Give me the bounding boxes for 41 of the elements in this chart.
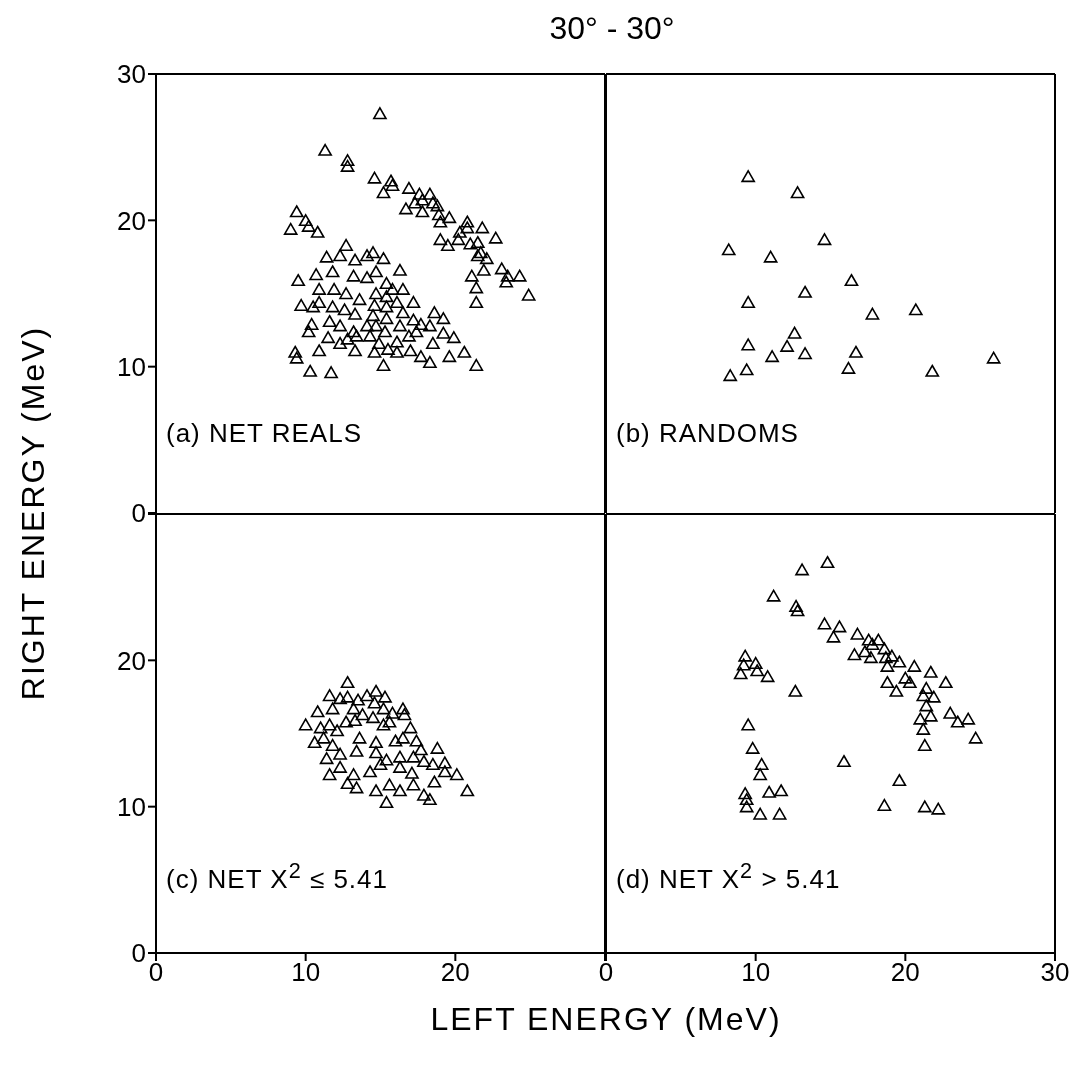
point <box>817 233 832 246</box>
point <box>986 351 1001 364</box>
y-tick-label: 30 <box>117 59 146 90</box>
x-tick-label: 0 <box>598 957 614 988</box>
chart-title: 30° - 30° <box>548 10 676 47</box>
annotation: (b) RANDOMS <box>616 418 799 449</box>
x-tick-label: 30 <box>1040 957 1070 988</box>
point <box>765 350 780 363</box>
point <box>790 186 805 199</box>
annotation: (c) NET X$^{2}$ ≤ 5.41 <box>166 858 389 895</box>
point <box>763 250 778 263</box>
point <box>841 361 856 374</box>
x-tick-label: 10 <box>741 957 771 988</box>
x-axis-title: LEFT ENERGY (MeV) <box>429 1001 783 1038</box>
x-tick-label: 20 <box>890 957 920 988</box>
point <box>787 326 802 339</box>
point <box>723 369 738 382</box>
point <box>721 243 736 256</box>
x-tick-label: 10 <box>291 957 321 988</box>
point <box>844 273 859 287</box>
y-tick-label: 20 <box>117 205 146 236</box>
point <box>798 347 812 360</box>
y-tick-label: 20 <box>117 645 146 676</box>
point <box>741 170 756 183</box>
x-tick-label: 20 <box>440 957 470 988</box>
y-tick-label: 0 <box>131 498 146 529</box>
y-tick-label: 10 <box>117 351 146 382</box>
point <box>798 285 812 298</box>
point <box>741 338 756 351</box>
y-tick-label: 10 <box>117 791 146 822</box>
point <box>849 345 863 358</box>
annotation: (a) NET REALS <box>166 418 363 449</box>
point <box>908 303 923 316</box>
point <box>739 363 754 376</box>
y-axis-title: RIGHT ENERGY (MeV) <box>15 324 52 703</box>
point <box>865 307 880 320</box>
point <box>741 295 756 309</box>
y-tick-label: 0 <box>131 938 146 969</box>
point <box>780 339 794 352</box>
annotation: (d) NET X$^{2}$ > 5.41 <box>616 858 841 895</box>
point <box>925 364 940 377</box>
